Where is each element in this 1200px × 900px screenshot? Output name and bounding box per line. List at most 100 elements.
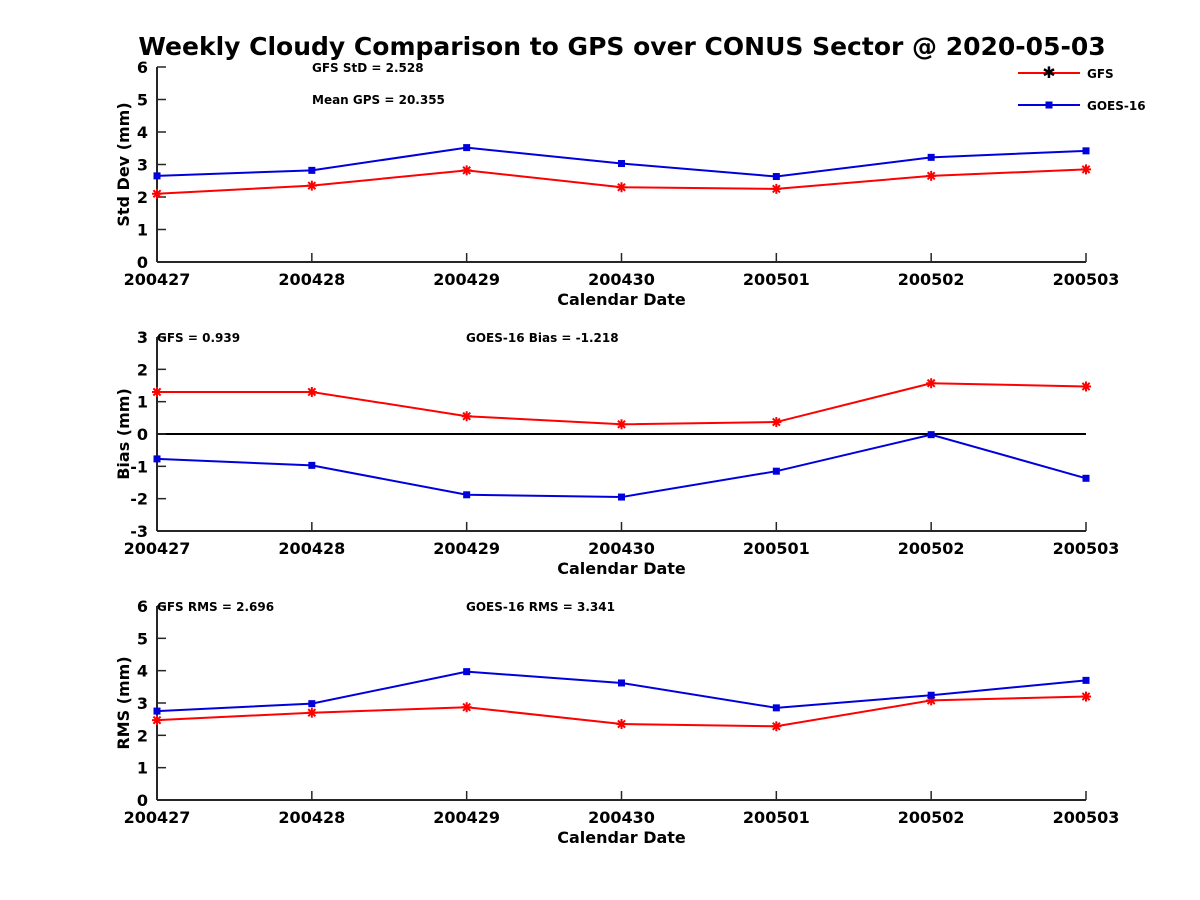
rms-goes-line xyxy=(156,670,1087,713)
std-dev-y-tick-label: 6 xyxy=(137,58,148,77)
rms-goes-point xyxy=(927,691,935,699)
bias-y-tick-label: -2 xyxy=(130,490,148,509)
bias-goes-point xyxy=(927,431,935,439)
rms-y-tick-label: 4 xyxy=(137,662,148,681)
bias-x-tick-label: 200501 xyxy=(743,539,810,558)
bias-gfs-point xyxy=(306,386,317,397)
legend-goes-label: GOES-16 xyxy=(1087,99,1146,113)
bias-gfs-line xyxy=(157,382,1087,426)
rms-y-tick-label: 3 xyxy=(137,694,148,713)
rms-goes-point xyxy=(1082,676,1090,684)
bias-y-tick-label: -3 xyxy=(130,522,148,541)
rms-y-tick-label: 0 xyxy=(137,791,148,810)
std-dev-goes-point xyxy=(463,144,471,152)
std-dev-gfs-point xyxy=(306,180,317,191)
std-dev-goes-point xyxy=(153,172,161,180)
bias-gfs-point xyxy=(771,417,782,428)
std-dev-gfs-point xyxy=(1081,164,1091,175)
rms-gfs-point xyxy=(616,719,627,730)
bias-x-axis-label: Calendar Date xyxy=(557,559,686,578)
figure-title: Weekly Cloudy Comparison to GPS over CON… xyxy=(138,32,1105,61)
rms-x-tick-label: 200428 xyxy=(278,808,345,827)
rms-x-tick-label: 200503 xyxy=(1053,808,1120,827)
bias-y-tick-label: 1 xyxy=(137,393,148,412)
bias-x-tick-label: 200503 xyxy=(1053,539,1120,558)
rms-goes-point xyxy=(308,700,316,708)
bias-y-axis-label: Bias (mm) xyxy=(114,388,133,480)
bias-annotation: GFS = 0.939 xyxy=(157,331,240,345)
std-dev-goes-point xyxy=(927,153,935,161)
bias-goes-line xyxy=(156,433,1087,499)
bias-gfs-point xyxy=(1081,381,1091,392)
rms-x-tick-label: 200429 xyxy=(433,808,500,827)
bias-gfs-point xyxy=(152,386,162,397)
rms-y-tick-label: 5 xyxy=(137,629,148,648)
rms-gfs-point xyxy=(152,715,162,726)
rms-y-tick-label: 6 xyxy=(137,597,148,616)
std-dev-x-tick-label: 200502 xyxy=(898,270,965,289)
std-dev-y-tick-label: 2 xyxy=(137,188,148,207)
bias-x-tick-label: 200428 xyxy=(278,539,345,558)
std-dev-gfs-point xyxy=(771,183,782,194)
std-dev-x-axis-label: Calendar Date xyxy=(557,290,686,309)
std-dev-y-axis-label: Std Dev (mm) xyxy=(114,102,133,226)
bias-x-tick-label: 200502 xyxy=(898,539,965,558)
bias-y-tick-label: 3 xyxy=(137,328,148,347)
std-dev-y-tick-label: 5 xyxy=(137,91,148,110)
bias-gfs-point xyxy=(926,378,937,389)
bias-goes-point xyxy=(618,493,625,501)
std-dev-gfs-point xyxy=(926,170,937,181)
rms-y-tick-label: 2 xyxy=(137,726,148,745)
bias-x-tick-label: 200430 xyxy=(588,539,655,558)
bias-panel: -3 -2 -1 0 1 2 3 200427 200428 200429 200430 200501… xyxy=(114,328,1119,578)
rms-x-tick-label: 200430 xyxy=(588,808,655,827)
std-dev-goes-point xyxy=(772,173,780,181)
std-dev-y-tick-label: 4 xyxy=(137,123,148,142)
bias-y-tick-label: -1 xyxy=(130,457,148,476)
std-dev-x-tick-label: 200501 xyxy=(743,270,810,289)
rms-goes-point xyxy=(772,704,780,712)
std-dev-annotation: GFS StD = 2.528 xyxy=(312,61,424,75)
bias-x-tick-label: 200429 xyxy=(433,539,500,558)
legend-gfs-label: GFS xyxy=(1087,67,1114,81)
rms-x-tick-label: 200427 xyxy=(124,808,191,827)
rms-goes-point xyxy=(153,707,161,715)
std-dev-goes-point xyxy=(1082,147,1090,155)
std-dev-goes-point xyxy=(308,166,316,174)
bias-goes-point xyxy=(463,491,471,499)
std-dev-goes-point xyxy=(618,160,625,168)
rms-y-tick-label: 1 xyxy=(137,759,148,778)
rms-goes-point xyxy=(618,679,625,687)
std-dev-x-tick-label: 200428 xyxy=(278,270,345,289)
bias-goes-point xyxy=(153,455,161,463)
bias-annotation: GOES-16 Bias = -1.218 xyxy=(466,331,619,345)
bias-x-tick-label: 200427 xyxy=(124,539,191,558)
bias-gfs-point xyxy=(461,411,472,422)
std-dev-x-tick-label: 200430 xyxy=(588,270,655,289)
bias-goes-point xyxy=(772,467,780,475)
legend-goes-marker xyxy=(1045,101,1053,109)
rms-gfs-point xyxy=(306,707,317,718)
std-dev-x-tick-label: 200503 xyxy=(1053,270,1120,289)
std-dev-panel: 0 1 2 3 4 5 6 200427 200428 200429 200430 200501 200… xyxy=(114,58,1119,309)
bias-goes-point xyxy=(308,461,316,469)
std-dev-gfs-point xyxy=(461,165,472,176)
rms-annotation: GOES-16 RMS = 3.341 xyxy=(466,600,615,614)
std-dev-gfs-point xyxy=(616,182,627,193)
rms-gfs-point xyxy=(461,702,472,713)
std-dev-annotation: Mean GPS = 20.355 xyxy=(312,93,445,107)
bias-y-tick-label: 2 xyxy=(137,360,148,379)
rms-x-axis-label: Calendar Date xyxy=(557,828,686,847)
legend-gfs-marker: ✱ xyxy=(1042,63,1055,82)
std-dev-y-tick-label: 1 xyxy=(137,221,148,240)
std-dev-gfs-point xyxy=(152,188,162,199)
std-dev-x-tick-label: 200427 xyxy=(124,270,191,289)
std-dev-y-tick-label: 3 xyxy=(137,156,148,175)
rms-gfs-point xyxy=(1081,691,1091,702)
rms-x-tick-label: 200501 xyxy=(743,808,810,827)
rms-gfs-point xyxy=(771,721,782,732)
rms-goes-point xyxy=(463,668,471,676)
std-dev-x-tick-label: 200429 xyxy=(433,270,500,289)
bias-y-tick-label: 0 xyxy=(137,425,148,444)
rms-annotation: GFS RMS = 2.696 xyxy=(157,600,274,614)
